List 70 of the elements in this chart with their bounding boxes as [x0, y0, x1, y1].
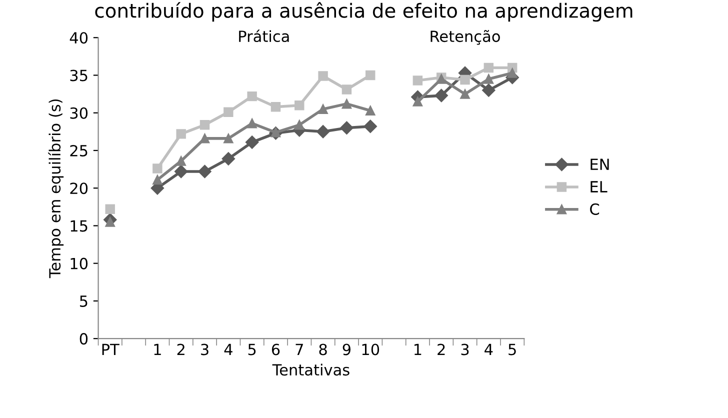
point — [340, 121, 354, 134]
legend-label: C — [590, 203, 600, 215]
y-tick-label: 5 — [80, 296, 88, 307]
x-axis-title: Tentativas — [272, 364, 350, 376]
y-tick-label: 40 — [70, 32, 88, 44]
y-tick-label: 20 — [70, 182, 88, 194]
point — [176, 129, 186, 139]
point — [152, 164, 162, 174]
x-tick-label: 4 — [224, 344, 232, 356]
point — [198, 164, 212, 178]
x-tick-label: 3 — [461, 344, 469, 356]
point — [245, 136, 259, 149]
y-tick-label: 15 — [70, 220, 88, 232]
x-tick-label: 4 — [484, 344, 493, 356]
x-tick-label: 10 — [362, 344, 380, 356]
x-tick-label: 8 — [319, 344, 327, 356]
point — [484, 62, 494, 73]
y-tick-label: 25 — [70, 144, 88, 156]
x-tick-label: 6 — [272, 344, 280, 356]
point — [270, 102, 281, 112]
point — [364, 120, 377, 133]
x-tick-label: 1 — [414, 344, 422, 356]
point — [294, 100, 304, 110]
chart-title: contribuído para a ausência de efeito na aprendizagem — [95, 2, 632, 22]
x-tick-label: 1 — [154, 344, 161, 356]
legend-label: EL — [590, 181, 608, 192]
point — [224, 134, 234, 144]
point — [412, 76, 423, 86]
point — [460, 74, 470, 85]
point — [152, 174, 162, 185]
point — [200, 120, 210, 130]
y-tick-label: 30 — [70, 107, 88, 119]
x-tick-label: 7 — [296, 344, 303, 356]
point — [507, 68, 518, 78]
y-axis-title: Tempo em equilíbrio (s) — [48, 99, 64, 278]
point — [224, 107, 234, 117]
point — [318, 71, 328, 81]
y-tick-label: 35 — [70, 70, 88, 82]
x-tick-label: 5 — [248, 344, 256, 356]
point — [105, 217, 115, 227]
point — [176, 156, 186, 166]
annotation: Retenção — [430, 30, 500, 45]
point — [342, 98, 352, 109]
point — [434, 88, 448, 102]
point — [222, 152, 235, 166]
point — [294, 120, 304, 130]
y-tick-label: 0 — [80, 333, 88, 345]
point — [366, 70, 376, 80]
point — [366, 106, 376, 116]
point — [247, 91, 257, 102]
point — [105, 204, 115, 214]
x-tick-label: 3 — [201, 344, 208, 356]
point — [460, 89, 470, 99]
legend-label: EN — [590, 158, 609, 170]
x-tick-label: 2 — [438, 344, 445, 356]
point — [318, 104, 328, 114]
x-tick-label: 5 — [508, 344, 516, 356]
point — [316, 125, 330, 138]
y-tick-label: 10 — [70, 258, 88, 270]
x-tick-label: 2 — [177, 344, 184, 356]
point — [484, 74, 494, 84]
annotation: Prática — [239, 30, 289, 42]
point — [342, 84, 352, 94]
point — [482, 84, 496, 97]
point — [200, 134, 210, 144]
x-tick-label: 9 — [342, 344, 350, 356]
point — [412, 96, 423, 106]
point — [247, 118, 257, 128]
point — [174, 164, 188, 178]
x-tick-label: PT — [102, 344, 120, 356]
